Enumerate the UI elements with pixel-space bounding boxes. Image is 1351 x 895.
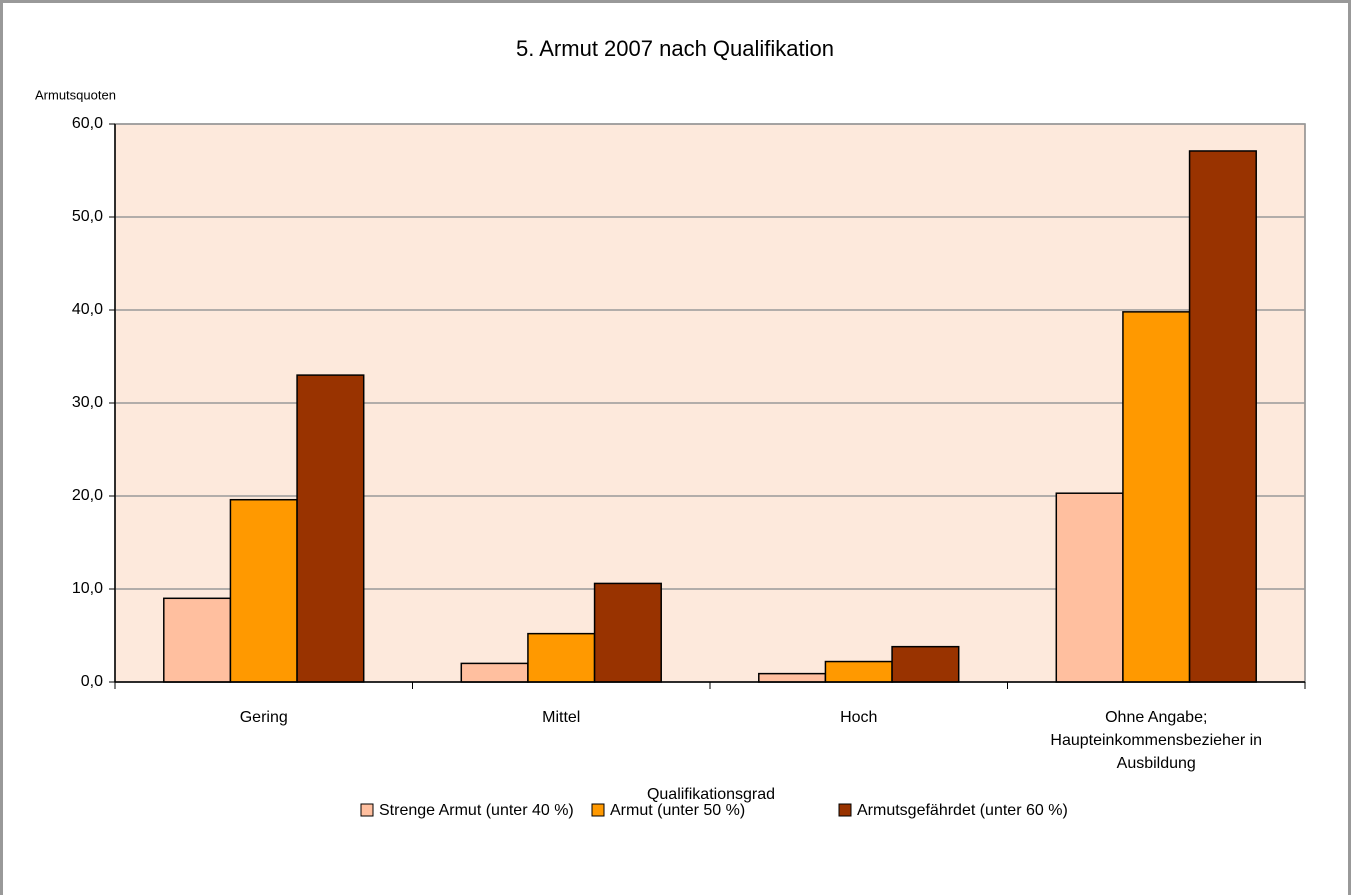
chart-title: 5. Armut 2007 nach Qualifikation — [516, 36, 834, 61]
y-tick-label: 40,0 — [72, 301, 103, 318]
y-tick-label: 60,0 — [72, 115, 103, 132]
bar — [758, 672, 827, 683]
y-tick-label: 10,0 — [72, 580, 103, 597]
legend-swatch — [838, 803, 852, 817]
bar — [1055, 492, 1124, 683]
legend-label: Armut (unter 50 %) — [610, 802, 745, 819]
y-tick-label: 30,0 — [72, 394, 103, 411]
bar — [460, 662, 529, 683]
x-tick-label: Ohne Angabe; Haupteinkommensbezieher in … — [1050, 709, 1263, 772]
bar — [891, 645, 960, 683]
bar — [1122, 311, 1191, 683]
legend-label: Armutsgefährdet (unter 60 %) — [857, 802, 1068, 819]
legend-swatch — [360, 803, 374, 817]
x-tick-label: Hoch — [840, 709, 878, 726]
bar — [527, 632, 596, 683]
y-axis-label: Armutsquoten — [35, 87, 116, 102]
x-tick-label: Gering — [239, 709, 288, 726]
bar — [163, 597, 232, 683]
y-tick-label: 20,0 — [72, 487, 103, 504]
legend-label: Strenge Armut (unter 40 %) — [379, 802, 574, 819]
legend-swatch — [591, 803, 605, 817]
bar — [296, 374, 365, 683]
y-tick-label: 0,0 — [81, 673, 103, 690]
bar — [824, 660, 893, 683]
bar — [229, 498, 298, 683]
y-tick-label: 50,0 — [72, 208, 103, 225]
bar — [1188, 150, 1257, 683]
bar — [593, 582, 662, 683]
x-axis-label: Qualifikationsgrad — [647, 786, 775, 803]
x-tick-label: Mittel — [542, 709, 581, 726]
